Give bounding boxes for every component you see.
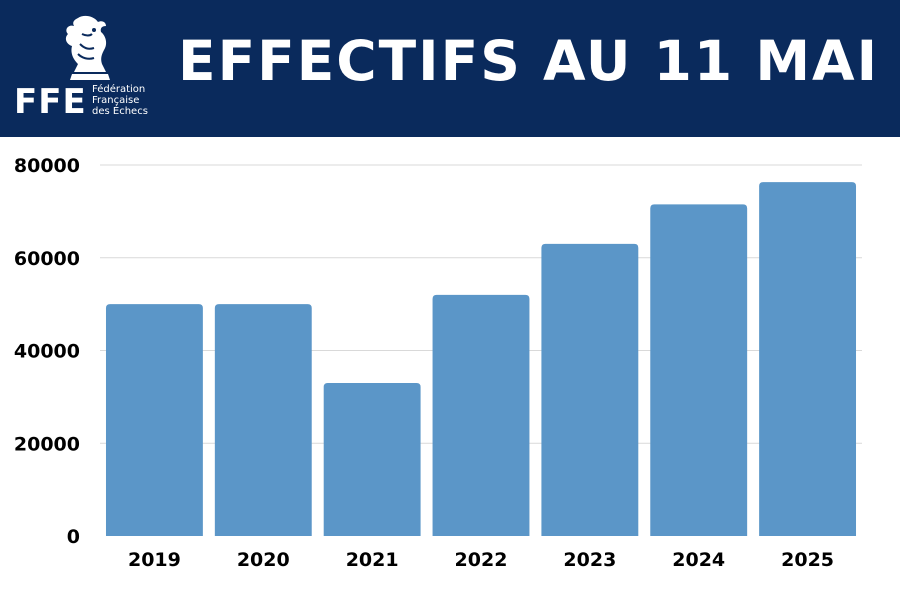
- y-tick-label-20000: 20000: [14, 433, 80, 455]
- bar-2020: [214, 304, 312, 536]
- y-tick-label-40000: 40000: [14, 341, 80, 363]
- logo-name-line-1: Fédération: [92, 84, 146, 95]
- bar-2024: [650, 204, 748, 536]
- x-tick-label-2021: 2021: [346, 549, 399, 571]
- header-banner: FFE Fédération Française des Échecs EFFE…: [0, 0, 900, 137]
- bar-2019: [105, 304, 203, 536]
- bar-2022: [432, 294, 530, 536]
- rooster-knight-icon: [65, 15, 110, 80]
- logo-name-line-3: des Échecs: [92, 106, 148, 117]
- bar-2023: [541, 243, 639, 536]
- x-tick-label-2022: 2022: [455, 549, 508, 571]
- x-tick-label-2019: 2019: [128, 549, 181, 571]
- ffe-logo: FFE Fédération Française des Échecs: [14, 14, 164, 124]
- x-tick-label-2025: 2025: [781, 549, 834, 571]
- logo-abbreviation: FFE: [14, 82, 87, 122]
- bar-2025: [759, 182, 857, 536]
- y-tick-label-60000: 60000: [14, 248, 80, 270]
- x-tick-label-2020: 2020: [237, 549, 290, 571]
- y-tick-label-0: 0: [67, 526, 80, 548]
- logo-federation-name: Fédération Française des Échecs: [92, 84, 172, 117]
- logo-name-line-2: Française: [92, 95, 140, 106]
- x-tick-label-2023: 2023: [563, 549, 616, 571]
- y-tick-label-80000: 80000: [14, 155, 80, 177]
- x-tick-label-2024: 2024: [672, 549, 725, 571]
- bar-2021: [323, 382, 421, 536]
- bar-chart: 0 20000 40000 60000 80000 2019 2020 2021 2022 202…: [14, 155, 862, 571]
- page-title: EFFECTIFS AU 11 MAI: [178, 29, 880, 93]
